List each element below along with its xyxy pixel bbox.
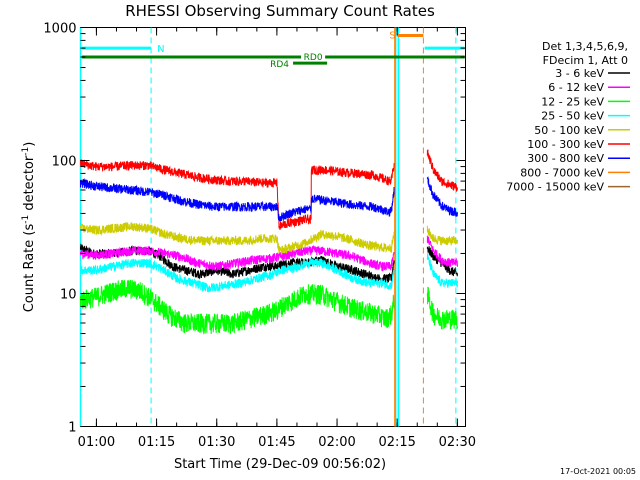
y-axis-label-sup1: -1 — [21, 215, 31, 224]
series-line-2-b — [426, 286, 458, 330]
x-tick-label-1: 01:15 — [138, 435, 175, 450]
y-axis-label-mid: detector — [22, 155, 37, 215]
legend-label-0: 3 - 6 keV — [555, 67, 604, 80]
legend-header-line1: Det 1,3,4,5,6,9, — [542, 40, 628, 53]
x-axis-label: Start Time (29-Dec-09 00:56:02) — [174, 457, 386, 472]
y-axis-label-main: Count Rate (s — [22, 224, 37, 313]
markers-layer: N S RD0 RD4 — [79, 27, 465, 427]
legend-label-5: 100 - 300 keV — [527, 138, 604, 151]
x-tick-label-0: 01:00 — [78, 435, 115, 450]
rd4-label: RD4 — [270, 60, 289, 70]
series-line-6-b — [426, 176, 458, 218]
legend-header-line2: FDecim 1, Att 0 — [543, 54, 628, 67]
legend-label-4: 50 - 100 keV — [534, 124, 604, 137]
series-line-6 — [80, 177, 395, 222]
series-layer — [80, 149, 458, 335]
footer-date: 17-Oct-2021 00:05 — [560, 467, 636, 476]
legend-label-2: 12 - 25 keV — [541, 95, 604, 108]
x-tick-label-5: 02:15 — [378, 435, 415, 450]
legend-label-6: 300 - 800 keV — [527, 152, 604, 165]
y-axis-label: Count Rate (s-1 detector-1) — [21, 142, 37, 313]
series-line-5-b — [426, 149, 458, 192]
y-tick-label-2: 100 — [52, 155, 77, 170]
series-line-1-b — [426, 235, 458, 267]
series-line-2 — [80, 279, 395, 335]
series-line-3 — [80, 258, 395, 293]
rd0-label: RD0 — [304, 53, 323, 63]
y-tick-label-0: 1 — [68, 421, 76, 436]
y-axis-label-end: ) — [22, 142, 37, 147]
x-tick-label-4: 02:00 — [318, 435, 355, 450]
series-line-3-b — [426, 253, 458, 288]
x-tick-label-6: 02:30 — [439, 435, 476, 450]
y-tick-label-3: 1000 — [43, 22, 76, 37]
legend-label-8: 7000 - 15000 keV — [506, 181, 604, 194]
series-line-1 — [80, 244, 395, 272]
legend-label-3: 25 - 50 keV — [541, 110, 604, 123]
chart-title: RHESSI Observing Summary Count Rates — [125, 2, 435, 20]
series-line-4 — [80, 222, 395, 255]
x-tick-label-3: 01:45 — [258, 435, 295, 450]
legend-label-7: 800 - 7000 keV — [520, 166, 604, 179]
series-line-4-b — [426, 225, 458, 246]
x-tick-label-2: 01:30 — [198, 435, 235, 450]
night-label-0: N — [157, 44, 164, 55]
series-line-5 — [80, 159, 395, 231]
legend: Det 1,3,4,5,6,9, FDecim 1, Att 0 3 - 6 k… — [506, 40, 630, 194]
y-axis-label-sup2: -1 — [21, 147, 31, 156]
saa-label: S — [389, 31, 395, 42]
y-tick-label-1: 10 — [60, 288, 77, 303]
legend-label-1: 6 - 12 keV — [548, 81, 604, 94]
axis-layer: 1 10 100 1000 01:00 01:15 01:30 01:45 02:00 02:15… — [43, 22, 476, 451]
